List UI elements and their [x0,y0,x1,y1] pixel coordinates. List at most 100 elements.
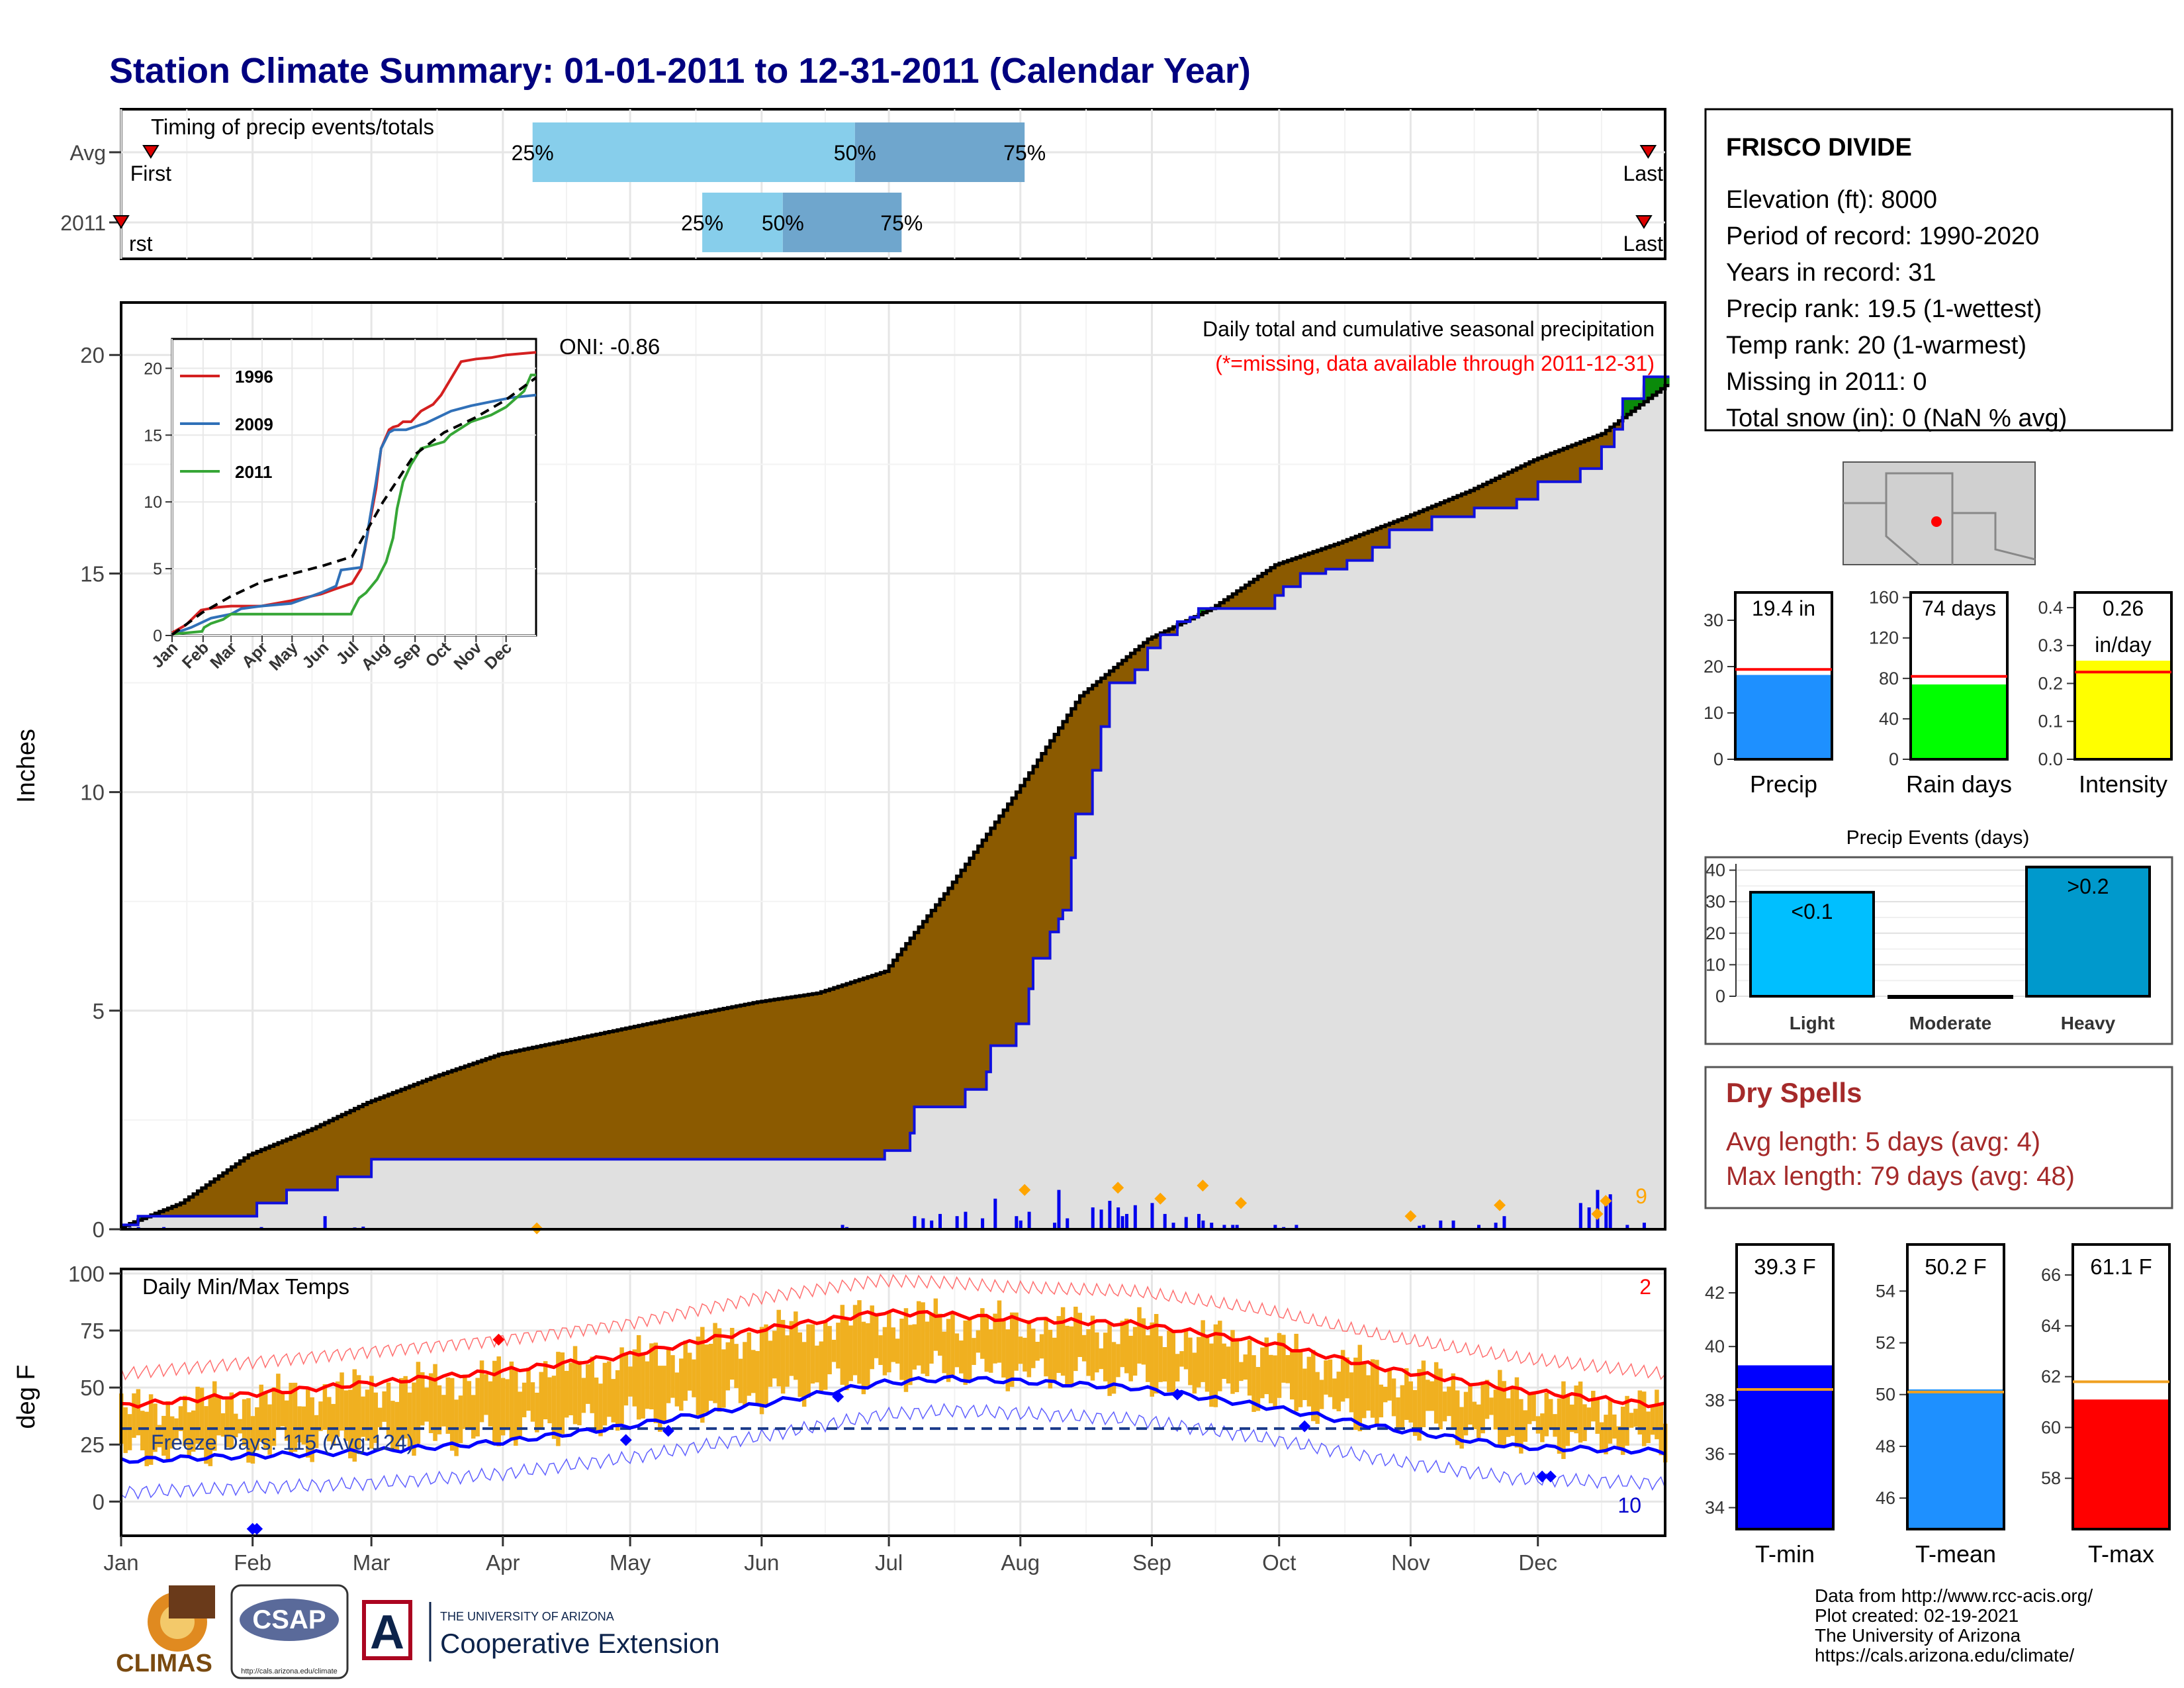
daily-precip-bar [1171,1223,1175,1229]
daily-temp-bar [623,1354,629,1406]
timing-row-label: Avg [69,141,106,165]
daily-temp-bar [717,1328,722,1412]
oni-label: ONI: -0.86 [559,334,660,359]
daily-temp-bar [933,1298,938,1351]
precip-summary-bars: 0 10 20 30 19.4 in Precip 0 40 80 120 160 74 days Ra… [1704,588,2173,798]
daily-temp-bar [1141,1318,1146,1365]
snow-marker [1404,1210,1417,1223]
daily-temp-bar [463,1374,467,1429]
daily-temp-bar [560,1352,565,1434]
daily-temp-bar [479,1360,484,1423]
events-category-label: Heavy [2061,1013,2116,1033]
daily-precip-bar [1057,1190,1061,1229]
daily-temp-bar [959,1340,964,1374]
snow-marker [1494,1199,1506,1211]
daily-precip-bar [1201,1220,1205,1229]
daily-precip-bar [323,1216,327,1229]
temp-bar-tick-label: 64 [2041,1316,2061,1336]
daily-temp-bar [267,1404,272,1455]
month-tick-label: Jun [744,1550,779,1575]
inset-y-tick-label: 15 [144,426,162,445]
daily-temp-bar [1188,1337,1193,1385]
temp-bar-tick-label: 48 [1876,1436,1895,1456]
daily-temp-bar [1565,1395,1570,1446]
timing-bar-50-75 [782,193,902,252]
daily-temp-bar [1527,1393,1532,1425]
daily-temp-bar [874,1314,879,1358]
daily-temp-bar [1608,1399,1613,1444]
summary-bar-tick-label: 20 [1704,657,1723,677]
temp-panel-frame [120,1268,1666,1537]
daily-temp-bar [556,1352,561,1446]
temp-panel-label: Daily Min/Max Temps [142,1274,349,1299]
daily-temp-bar [590,1356,594,1413]
daily-temp-bar [1005,1329,1011,1391]
daily-precip-bar [1108,1201,1112,1229]
daily-temp-bar [1018,1336,1023,1364]
temp-bar-0 [1737,1365,1833,1529]
daily-temp-bar [1438,1368,1443,1430]
daily-precip-bar [1625,1225,1629,1229]
daily-temp-bar [1531,1393,1536,1421]
daily-precip-bar [1494,1223,1498,1229]
daily-temp-bar [1400,1385,1405,1429]
daily-temp-bar [1120,1321,1125,1368]
daily-temp-bar [1502,1381,1506,1447]
summary-bar-name: Rain days [1906,771,2012,798]
daily-precip-bar [1231,1225,1235,1229]
daily-temp-bar [1073,1306,1078,1372]
daily-temp-bar [165,1401,171,1461]
timing-row-label: 2011 [60,211,106,235]
station-location-dot [1931,516,1942,527]
summary-bar-tick-label: 40 [1879,709,1899,729]
daily-precip-bar [955,1216,959,1229]
temp-gridlines [120,1269,1665,1536]
daily-temp-bar [929,1314,934,1364]
daily-temp-bar [1629,1413,1634,1428]
daily-temp-bar [416,1362,421,1444]
daily-precip-bar [964,1211,968,1229]
daily-precip-bar [993,1198,997,1229]
daily-temp-bar [136,1389,141,1436]
daily-temp-bar [1111,1342,1116,1394]
daily-temp-bar [751,1350,756,1393]
temp-panel: 0 25 50 75 100 Jan Feb Mar Apr May Jun Jul Aug Sep Oc… [13,1262,1668,1575]
daily-temp-bar [674,1372,680,1407]
daily-temp-bar [921,1302,925,1374]
precip-missing-note: (*=missing, data available through 2011-… [1215,352,1655,375]
summary-bar-tick-label: 0.2 [2038,673,2063,693]
record-low-marker [251,1523,263,1535]
daily-temp-bar [615,1370,620,1431]
daily-precip-bar [1578,1203,1582,1229]
daily-temp-bar [514,1370,518,1446]
daily-precip-bar [1184,1217,1188,1229]
daily-temp-bar [352,1369,357,1462]
daily-temp-bar [280,1391,285,1427]
summary-bar-tick-label: 0 [1889,749,1899,769]
daily-temp-bar [653,1342,659,1423]
timing-p25-label: 25% [512,141,554,165]
temp-bar-tick-label: 58 [2041,1468,2061,1488]
daily-temp-bar [836,1323,841,1369]
dry-spells-max: Max length: 79 days (avg: 48) [1726,1162,2075,1191]
summary-bar-1 [1911,684,2007,759]
daily-temp-bar [1433,1362,1439,1424]
inset-gridlines [171,339,536,636]
daily-temp-bar [1637,1390,1643,1435]
daily-precip-bar [1091,1207,1095,1229]
daily-temp-bar [255,1407,259,1450]
daily-temp-bar [887,1312,891,1373]
daily-temp-bar [1201,1320,1205,1382]
month-tick-label: Mar [353,1550,390,1575]
daily-temp-bar [496,1356,501,1446]
daily-temp-bar [1548,1399,1553,1429]
daily-temp-bar [467,1381,472,1430]
daily-precip-bar [1587,1207,1591,1229]
daily-temp-bar [530,1382,535,1422]
daily-temp-bar [1412,1389,1418,1436]
daily-temp-bar [997,1300,1002,1363]
daily-temp-bar [636,1335,641,1420]
climas-logo-text: CLIMAS [116,1650,212,1677]
daily-temp-bar [1035,1341,1040,1361]
daily-precip-bar [1422,1225,1426,1229]
